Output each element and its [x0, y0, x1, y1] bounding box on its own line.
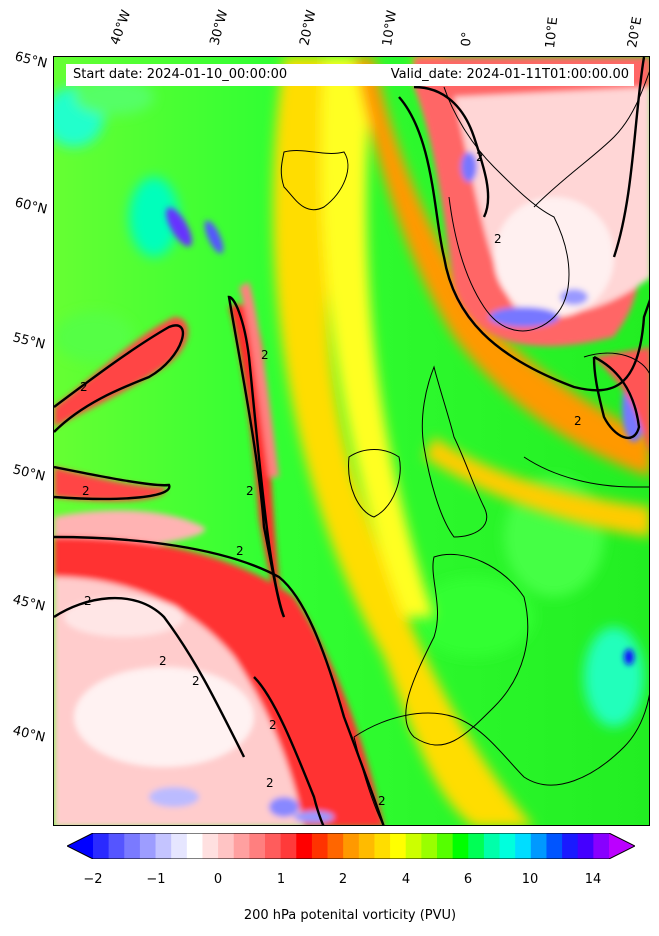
lon-label: 10°E	[543, 16, 562, 50]
colorbar-swatch	[577, 833, 594, 859]
colorbar-swatch	[139, 833, 157, 859]
colorbar-swatch	[233, 833, 250, 859]
lon-label: 20°W	[297, 8, 320, 47]
contour-label: 2	[159, 654, 167, 668]
colorbar-swatch	[593, 833, 610, 859]
lon-label: 20°E	[625, 15, 646, 49]
lon-label: 30°W	[207, 8, 232, 47]
valid-date-label: Valid_date: 2024-01-11T01:00:00.00	[390, 67, 629, 82]
colorbar-tick: 1	[276, 872, 286, 887]
colorbar-tick: −2	[83, 872, 103, 887]
start-date-label: Start date: 2024-01-10_00:00:00	[73, 67, 288, 82]
colorbar-swatch	[108, 833, 125, 859]
contour-label: 2	[82, 484, 90, 498]
colorbar-extend-min	[67, 833, 93, 859]
contour-label: 2	[84, 594, 92, 608]
colorbar-tick: 6	[463, 872, 473, 887]
contour-label: 2	[378, 794, 386, 808]
colorbar-swatch	[390, 833, 407, 859]
colorbar-tick: 14	[584, 872, 602, 887]
colorbar-swatch	[530, 833, 547, 859]
colorbar-swatch	[327, 833, 344, 859]
contour-label: 2	[192, 674, 200, 688]
colorbar-swatch	[218, 833, 235, 859]
contour-label: 2	[80, 380, 88, 394]
colorbar-extend-max	[609, 833, 635, 859]
colorbar-swatch	[265, 833, 282, 859]
lat-label: 45°N	[11, 592, 47, 615]
colorbar-swatch	[311, 833, 329, 859]
colorbar-swatch	[249, 833, 266, 859]
contour-label: 2	[574, 414, 582, 428]
contour-label: 2	[246, 484, 254, 498]
lat-label: 40°N	[11, 723, 47, 746]
colorbar-swatch	[358, 833, 375, 859]
colorbar-swatch	[562, 833, 579, 859]
map-field: 2 2 2 2 2 2 2 2 2 2 2 2 2 2	[54, 57, 649, 825]
colorbar-swatch	[546, 833, 563, 859]
colorbar-swatch	[483, 833, 501, 859]
info-box: Start date: 2024-01-10_00:00:00 Valid_da…	[66, 64, 634, 86]
colorbar-label: 200 hPa potenital vorticity (PVU)	[243, 908, 457, 923]
colorbar-swatch	[499, 833, 516, 859]
colorbar-tick: −1	[146, 872, 166, 887]
colorbar-swatch	[280, 833, 297, 859]
lon-label: 10°W	[380, 9, 400, 47]
colorbar-swatch	[452, 833, 469, 859]
colorbar-swatch	[124, 833, 141, 859]
colorbar-swatch	[186, 833, 203, 859]
contour-label: 2	[266, 776, 274, 790]
colorbar-swatch	[515, 833, 532, 859]
colorbar-swatch	[437, 833, 454, 859]
colorbar-swatch	[374, 833, 391, 859]
colorbar-tick: 4	[401, 872, 411, 887]
coastlines	[280, 71, 649, 825]
colorbar-tick: 2	[338, 872, 348, 887]
colorbar-swatch	[343, 833, 360, 859]
pv-high-regions	[54, 57, 649, 825]
colorbar-swatch	[155, 833, 172, 859]
contour-label: 2	[236, 544, 244, 558]
colorbar-tick: 10	[521, 872, 539, 887]
lat-label: 55°N	[11, 330, 47, 353]
colorbar-swatch	[405, 833, 422, 859]
contour-labels: 2 2 2 2 2 2 2 2 2 2 2 2 2 2	[80, 150, 582, 808]
contour-label: 2	[476, 150, 484, 164]
lat-label: 65°N	[13, 49, 49, 72]
contour-label: 2	[494, 232, 502, 246]
lat-label: 60°N	[13, 195, 49, 218]
colorbar-swatch	[421, 833, 438, 859]
colorbar-swatch	[93, 833, 110, 859]
lon-label: 40°W	[107, 8, 135, 47]
colorbar	[67, 833, 635, 859]
colorbar-tick: 0	[213, 872, 223, 887]
colorbar-swatch	[171, 833, 188, 859]
colorbar-swatch	[202, 833, 219, 859]
lat-label: 50°N	[11, 462, 47, 485]
lon-label: 0°	[459, 31, 476, 47]
potential-vorticity-map: 2 2 2 2 2 2 2 2 2 2 2 2 2 2	[53, 56, 650, 826]
colorbar-swatch	[296, 833, 313, 859]
contour-label: 2	[261, 348, 269, 362]
contour-label: 2	[269, 718, 277, 732]
colorbar-swatch	[468, 833, 485, 859]
